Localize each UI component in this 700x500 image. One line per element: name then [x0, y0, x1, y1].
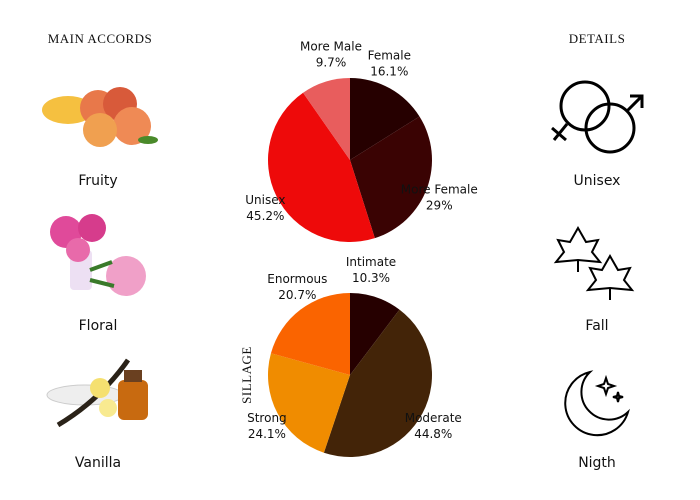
flower-icon [50, 214, 146, 296]
pie-slice [268, 353, 350, 453]
slice-value: 44.8% [414, 427, 452, 441]
slice-value: 9.7% [316, 56, 347, 70]
slice-value: 29% [426, 198, 453, 212]
fruit-icon [42, 87, 158, 147]
slice-label: Intimate [346, 255, 396, 269]
pie-slice [350, 116, 432, 239]
pie-slice [268, 92, 375, 242]
slice-label: Moderate [405, 411, 462, 425]
detail-label: Nigth [578, 455, 616, 471]
slice-label: Strong [247, 411, 287, 425]
slice-label: More Female [401, 182, 478, 196]
slice-value: 24.1% [248, 427, 286, 441]
accord-label: Fruity [78, 173, 117, 189]
gender-icon [551, 80, 644, 154]
moon-icon [564, 370, 630, 437]
pie-slice [350, 293, 400, 375]
leaf-icon [553, 225, 635, 300]
pie-slice [323, 309, 432, 457]
pie-slice [303, 78, 350, 160]
slice-value: 45.2% [246, 209, 284, 223]
slice-label: Enormous [267, 272, 327, 286]
slice-label: More Male [300, 40, 362, 54]
slice-value: 10.3% [352, 271, 390, 285]
slice-value: 16.1% [370, 64, 408, 78]
slice-value: 20.7% [278, 288, 316, 302]
pie-slice [270, 293, 350, 375]
accord-label: Floral [79, 318, 118, 334]
vanilla-icon [46, 358, 148, 428]
slice-label: Female [368, 48, 411, 62]
details-header: DETAILS [569, 31, 626, 46]
detail-label: Unisex [574, 173, 621, 189]
slice-label: Unisex [245, 193, 285, 207]
detail-label: Fall [585, 318, 608, 334]
accord-label: Vanilla [75, 455, 121, 471]
pie-slice [350, 78, 420, 160]
axis-label: SILLAGE [239, 346, 254, 404]
accords-header: MAIN ACCORDS [48, 31, 153, 46]
